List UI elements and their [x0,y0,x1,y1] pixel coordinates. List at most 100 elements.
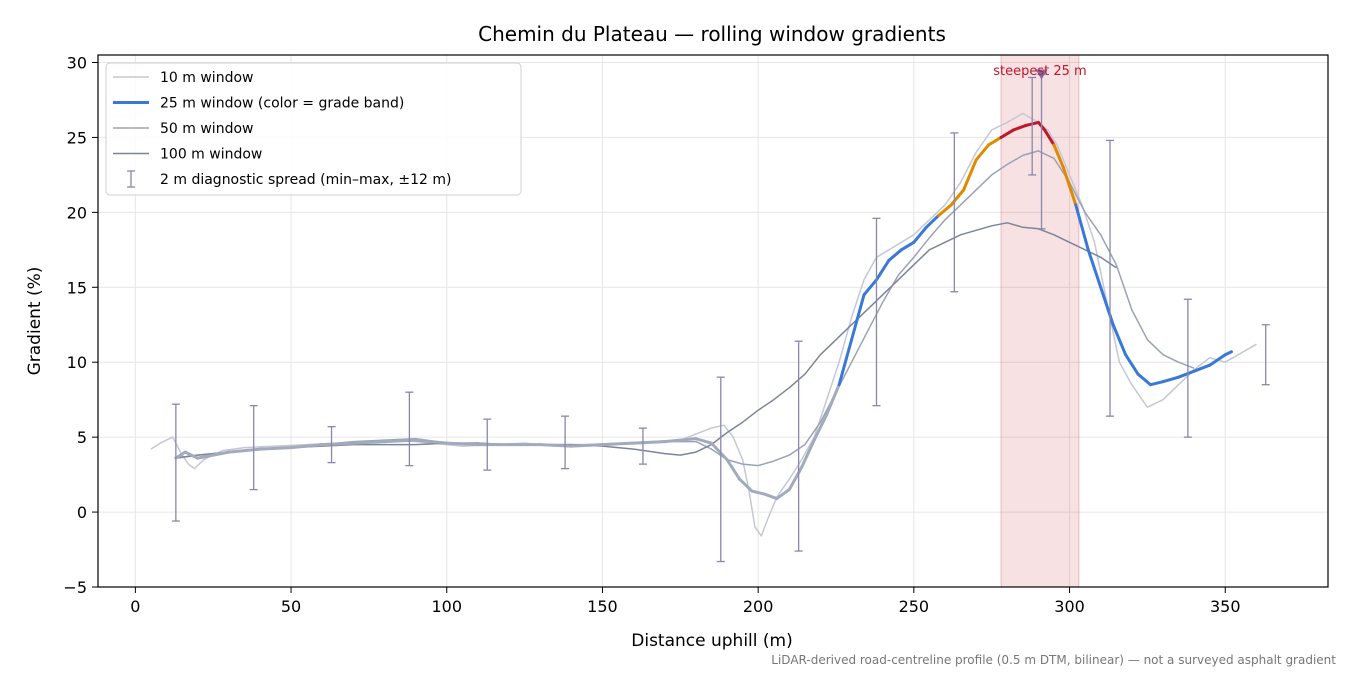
y-tick-label: 25 [67,128,87,147]
series-25m-segment [1099,285,1115,327]
y-tick-label: 15 [67,278,87,297]
error-bar [950,132,959,293]
series-25m-segment [874,258,891,282]
series-25m-segment [1086,248,1103,289]
x-tick-label: 350 [1210,597,1241,616]
series-25m-segment [725,458,741,481]
series-25m-segment [1223,350,1233,357]
series-25m-segment [862,278,878,297]
legend: 10 m window 25 m window (color = grade ba… [105,62,522,196]
series-25m-segment [962,158,978,192]
series-25m-segment [787,465,804,492]
legend-label: 100 m window [160,147,262,163]
y-tick-label: 5 [77,428,87,447]
annotations: steepest 25 m [993,64,1087,80]
legend-entry: 10 m window [113,70,253,86]
series-25m-segment [750,489,766,496]
error-bar [638,427,647,465]
series-25m-segment [211,450,231,457]
y-axis-label: Gradient (%) [25,267,45,376]
x-tick-label: 100 [431,597,462,616]
series-25m-segment [1111,323,1128,357]
series-25m-segment [800,438,816,469]
steepest-band [1000,54,1080,588]
x-tick-label: 300 [1054,597,1085,616]
series-25m-segment [937,203,953,217]
legend-label: 10 m window [160,70,253,86]
error-bar [249,405,258,491]
legend-entry: 25 m window (color = grade band) [113,96,404,112]
series-25m-segment [899,240,916,252]
series-25m-segment [999,128,1015,139]
series-25m-segment [538,443,573,448]
series-25m-segment [1192,363,1212,373]
y-tick-label: 10 [67,353,87,372]
series-25m-segment [382,438,418,444]
series-25m-segment [632,440,667,445]
legend-entry: 100 m window [113,147,262,163]
series-25m-segment [663,437,698,444]
y-tick-label: 20 [67,203,87,222]
series-25m-segment [600,441,636,447]
series-25m-segment [289,443,324,450]
series-25m-segment [825,383,841,417]
y-tick-label: 30 [67,53,87,72]
series-25m-segment [445,441,480,447]
series-25m-segment [1208,353,1227,367]
series-25m-segment [949,188,966,207]
error-bar [1028,76,1037,176]
footnote: LiDAR-derived road-centreline profile (0… [771,653,1336,667]
error-bar [483,418,492,471]
error-bar [327,426,336,464]
series-25m-segment [1043,128,1056,147]
series-25m-segment [196,453,215,460]
steepest-label: steepest 25 m [993,64,1086,79]
series-25m-segment [709,441,729,462]
x-tick-label: 200 [743,597,774,616]
series-25m-segment [887,248,903,262]
error-bar [794,340,803,552]
series-25m-segment [1061,165,1078,207]
error-bar [872,217,881,407]
error-bar [171,403,180,522]
series-25m-segment [837,338,854,387]
series-25m-segment [775,488,791,501]
error-bar [716,376,725,563]
series-25m-segment [1124,353,1140,376]
y-tick-label: 0 [77,503,87,522]
series-lines [150,112,1257,537]
series-25m-segment [414,438,449,445]
x-tick-label: 0 [130,597,140,616]
legend-label: 50 m window [160,121,253,137]
series-25m-segment [850,293,866,342]
series-25m-segment [351,440,386,445]
series-25m-segment [987,135,1003,147]
series-25m-segment [227,447,262,454]
grid-lines [98,55,1328,588]
series-25m-segment [694,437,713,445]
x-tick-label: 50 [281,597,301,616]
legend-box [105,62,522,196]
error-bar [1106,139,1115,417]
series-25m-segment [924,213,941,229]
x-tick-label: 150 [587,597,618,616]
series-25m-segment [258,446,293,451]
series-25m-segment [183,450,200,460]
series-25m-segment [762,492,779,501]
x-axis-label: Distance uphill (m) [631,631,792,651]
error-bar [1261,324,1270,386]
y-tick-label: −5 [63,578,87,597]
legend-entry: 50 m window [113,121,253,137]
series-25m-segment [569,443,604,448]
series-25m-segment [974,143,991,162]
x-tick-label: 250 [899,597,930,616]
series-25m-segment [737,477,754,493]
steepest-band-rect [1000,54,1080,588]
series-25m-segment [174,450,187,460]
series-25m-segment [1011,123,1028,132]
series-25m-segment [1136,372,1153,387]
series-25m-segment [1052,143,1065,169]
series-25m-segment [1161,375,1181,384]
error-bar [1183,298,1192,438]
